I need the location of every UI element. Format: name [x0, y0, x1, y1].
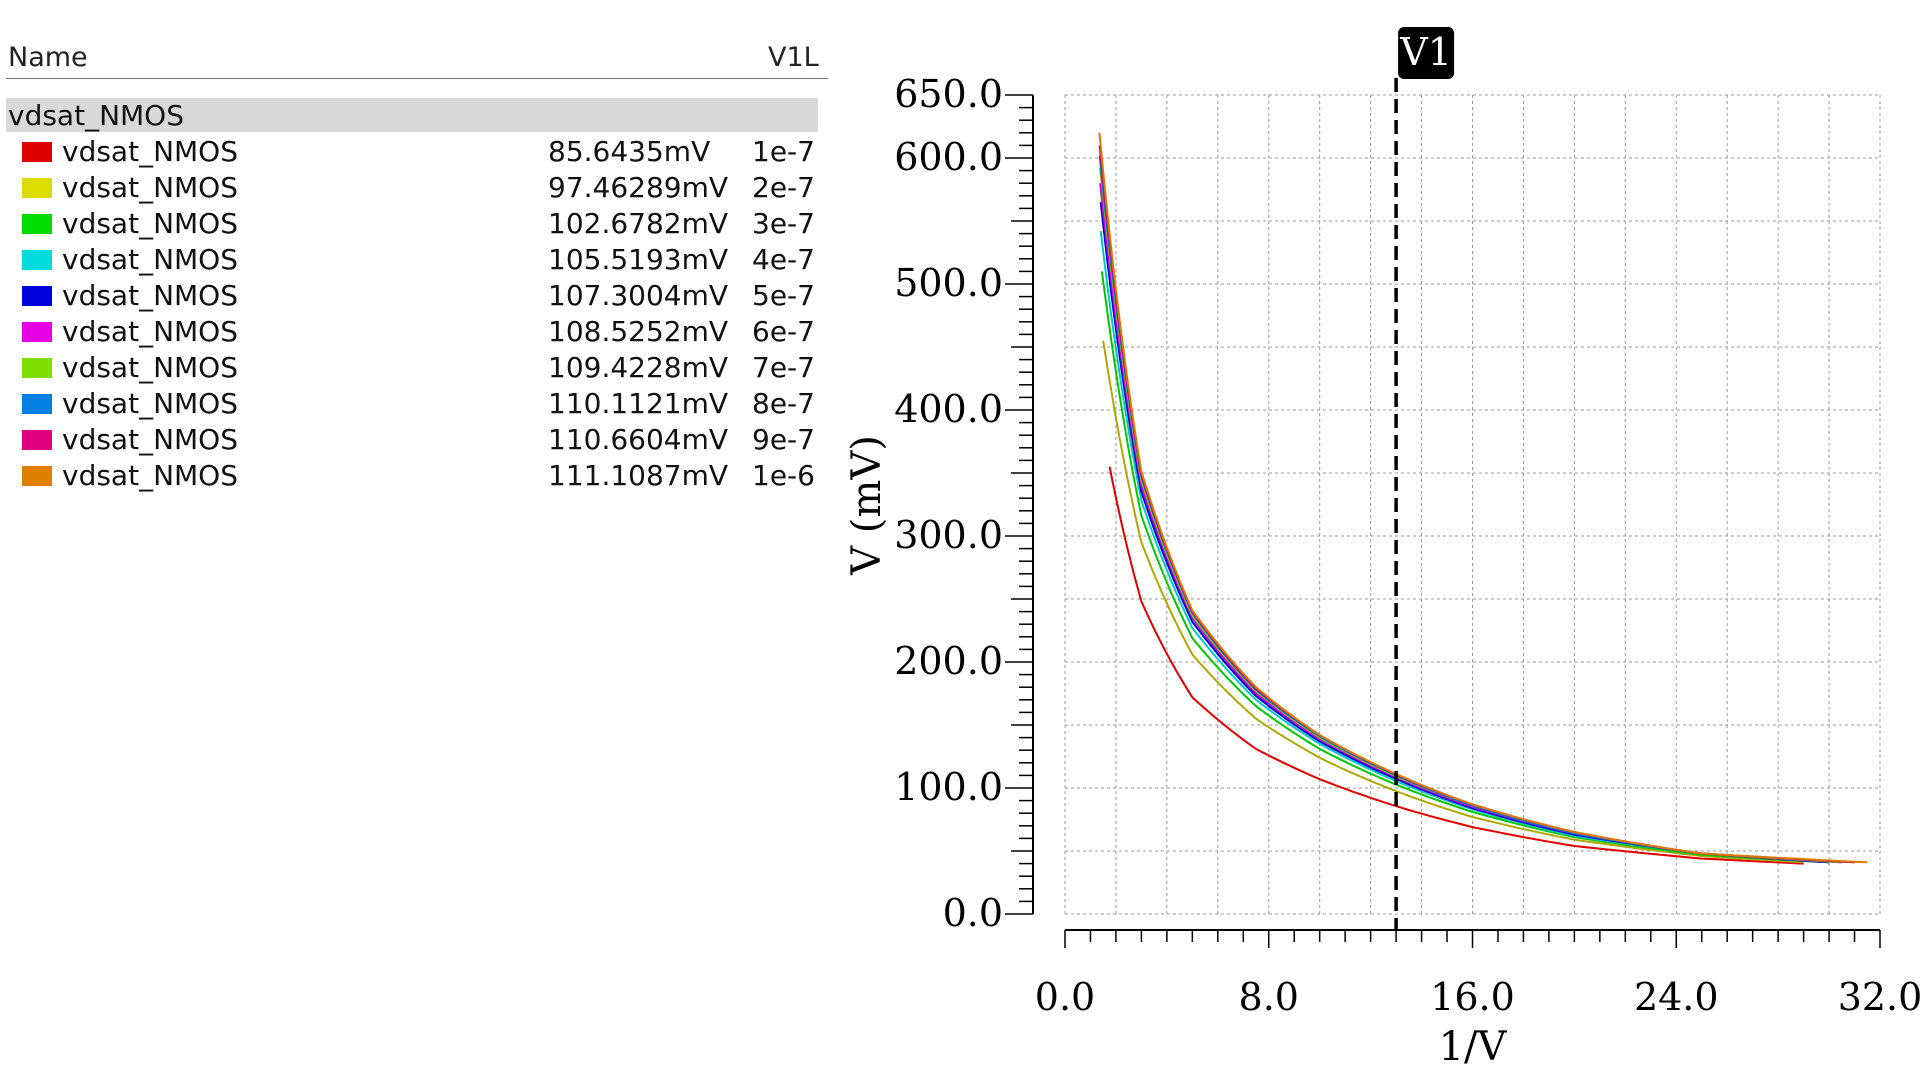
legend-entry[interactable]: vdsat_NMOS 102.6782mV 3e-7	[0, 207, 830, 241]
series-line[interactable]	[1099, 201, 1830, 864]
cursor-v1-label: V1	[1399, 30, 1452, 74]
column-header-v1l[interactable]: V1L	[768, 42, 819, 73]
series-line[interactable]	[1098, 132, 1868, 864]
legend-entry[interactable]: vdsat_NMOS 105.5193mV 4e-7	[0, 243, 830, 277]
legend-entry-param: 9e-7	[752, 423, 815, 456]
legend-entry-name: vdsat_NMOS	[62, 279, 238, 312]
legend-entry-param: 4e-7	[752, 243, 815, 276]
legend-entry-value: 85.6435mV	[548, 135, 711, 168]
legend-entry[interactable]: vdsat_NMOS 85.6435mV 1e-7	[0, 135, 830, 169]
legend-entry[interactable]: vdsat_NMOS 97.46289mV 2e-7	[0, 171, 830, 205]
legend-entry-name: vdsat_NMOS	[62, 207, 238, 240]
y-tick-label: 300.0	[894, 513, 1003, 557]
legend-entry-value: 105.5193mV	[548, 243, 729, 276]
legend-entry-value: 107.3004mV	[548, 279, 729, 312]
y-tick-label: 500.0	[894, 261, 1003, 305]
legend-entry-value: 97.46289mV	[548, 171, 729, 204]
x-tick-label: 24.0	[1634, 975, 1719, 1019]
legend-entry[interactable]: vdsat_NMOS 108.5252mV 6e-7	[0, 315, 830, 349]
legend-entry-value: 108.5252mV	[548, 315, 729, 348]
legend-panel: Name V1L vdsat_NMOS vdsat_NMOS 85.6435mV…	[0, 0, 840, 560]
series-line[interactable]	[1098, 155, 1855, 864]
x-tick-label: 0.0	[1035, 975, 1095, 1019]
y-tick-label: 600.0	[894, 135, 1003, 179]
header-divider	[6, 78, 828, 79]
legend-entry-name: vdsat_NMOS	[62, 459, 238, 492]
legend-entry-param: 8e-7	[752, 387, 815, 420]
legend-entry-value: 109.4228mV	[548, 351, 729, 384]
legend-entry-value: 110.1121mV	[548, 387, 729, 420]
series-line[interactable]	[1099, 230, 1830, 864]
x-axis-label: 1/V	[1439, 1024, 1508, 1070]
legend-group-label: vdsat_NMOS	[8, 99, 184, 132]
y-tick-label: 200.0	[894, 639, 1003, 683]
legend-entry-name: vdsat_NMOS	[62, 315, 238, 348]
series-line[interactable]	[1102, 340, 1804, 864]
legend-entry-name: vdsat_NMOS	[62, 171, 238, 204]
legend-entry-param: 1e-6	[752, 459, 815, 492]
legend-entry-param: 1e-7	[752, 135, 815, 168]
legend-entry[interactable]: vdsat_NMOS 111.1087mV 1e-6	[0, 459, 830, 493]
y-tick-label: 400.0	[894, 387, 1003, 431]
series-color-swatch	[22, 250, 52, 270]
cursor-v1-marker[interactable]	[1398, 27, 1455, 79]
legend-entry-param: 5e-7	[752, 279, 815, 312]
legend-entry-param: 6e-7	[752, 315, 815, 348]
series-line[interactable]	[1108, 466, 1804, 865]
legend-entry[interactable]: vdsat_NMOS 110.6604mV 9e-7	[0, 423, 830, 457]
series-color-swatch	[22, 178, 52, 198]
y-tick-label: 650.0	[894, 72, 1003, 116]
x-tick-label: 32.0	[1838, 975, 1920, 1019]
series-color-swatch	[22, 394, 52, 414]
legend-entry-name: vdsat_NMOS	[62, 387, 238, 420]
legend-entry-param: 3e-7	[752, 207, 815, 240]
series-color-swatch	[22, 430, 52, 450]
legend-entry-param: 2e-7	[752, 171, 815, 204]
series-color-swatch	[22, 214, 52, 234]
legend-entry[interactable]: vdsat_NMOS 109.4228mV 7e-7	[0, 351, 830, 385]
series-color-swatch	[22, 286, 52, 306]
series-color-swatch	[22, 142, 52, 162]
y-axis-label: V (mV)	[844, 435, 890, 576]
series-color-swatch	[22, 466, 52, 486]
y-tick-label: 0.0	[943, 891, 1003, 935]
x-tick-label: 16.0	[1430, 975, 1515, 1019]
series-color-swatch	[22, 358, 52, 378]
legend-entry-value: 102.6782mV	[548, 207, 729, 240]
legend-entry-value: 111.1087mV	[548, 459, 729, 492]
series-line[interactable]	[1099, 167, 1842, 864]
waveform-chart[interactable]: 0.0 100.0 200.0 300.0 400.0 500.0 600.0 650.0 0.…	[840, 0, 1920, 1080]
series-line[interactable]	[1100, 271, 1830, 864]
legend-entry-name: vdsat_NMOS	[62, 351, 238, 384]
legend-group-row[interactable]: vdsat_NMOS	[6, 98, 818, 132]
series-color-swatch	[22, 322, 52, 342]
legend-entry-name: vdsat_NMOS	[62, 423, 238, 456]
legend-entry-value: 110.6604mV	[548, 423, 729, 456]
legend-entry-param: 7e-7	[752, 351, 815, 384]
legend-entry-name: vdsat_NMOS	[62, 243, 238, 276]
y-tick-label: 100.0	[894, 765, 1003, 809]
column-header-name[interactable]: Name	[8, 42, 88, 73]
x-tick-label: 8.0	[1239, 975, 1299, 1019]
series-line[interactable]	[1099, 183, 1842, 864]
series-line[interactable]	[1098, 145, 1855, 864]
legend-entry-name: vdsat_NMOS	[62, 135, 238, 168]
legend-entry[interactable]: vdsat_NMOS 107.3004mV 5e-7	[0, 279, 830, 313]
legend-entry[interactable]: vdsat_NMOS 110.1121mV 8e-7	[0, 387, 830, 421]
